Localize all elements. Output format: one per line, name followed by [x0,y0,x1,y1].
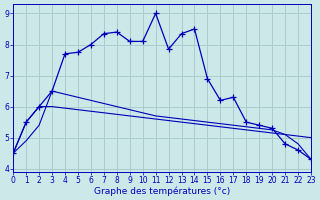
X-axis label: Graphe des températures (°c): Graphe des températures (°c) [94,186,230,196]
